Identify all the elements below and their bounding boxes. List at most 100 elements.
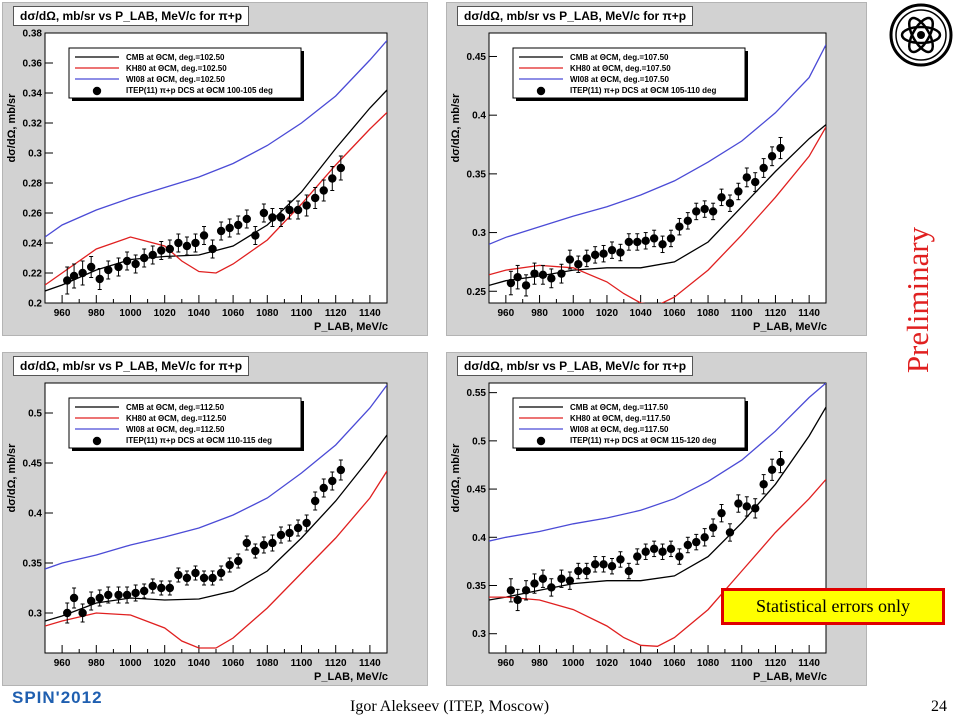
x-tick-label: 1020 [154, 658, 177, 669]
data-point [251, 231, 260, 240]
data-point [633, 237, 642, 247]
data-point [174, 570, 183, 580]
y-tick-label: 0.3 [28, 149, 42, 160]
data-point [759, 480, 768, 489]
data-point [683, 540, 693, 550]
y-tick-label: 0.55 [467, 388, 487, 399]
curve-cmb [45, 434, 387, 622]
plot-panel-2: 960 980 1000 1020 1040 1060 1080 1100 1120 1140 0.… [446, 2, 867, 336]
y-tick-label: 0.5 [28, 409, 42, 420]
data-point [165, 583, 175, 593]
data-point [268, 538, 277, 548]
data-point [624, 237, 634, 247]
data-point [776, 457, 785, 467]
x-tick-label: 1120 [325, 308, 347, 319]
x-tick-label: 980 [88, 308, 105, 319]
curve-wi08 [45, 40, 387, 238]
data-point [225, 560, 234, 570]
data-point [675, 222, 684, 231]
data-point [336, 465, 346, 475]
data-point [582, 566, 591, 576]
data-point [285, 205, 294, 215]
data-point [616, 555, 625, 564]
data-point [114, 262, 123, 272]
x-tick-label: 1140 [359, 658, 381, 669]
y-axis-label: dσ/dΩ, mb/sr [6, 93, 18, 163]
legend-swatch-points [536, 86, 546, 96]
data-point [633, 552, 642, 561]
data-point [174, 238, 183, 248]
data-point [139, 586, 149, 596]
y-tick-label: 0.2 [28, 299, 42, 310]
data-point [199, 573, 209, 583]
data-point [259, 208, 269, 218]
data-point [725, 199, 735, 208]
data-point [234, 220, 243, 230]
data-point [157, 583, 166, 593]
x-tick-label: 1060 [663, 658, 686, 669]
data-point [302, 201, 311, 210]
y-tick-label: 0.3 [28, 609, 42, 620]
x-tick-label: 1120 [765, 658, 787, 669]
legend-box [68, 397, 302, 449]
data-point [63, 276, 72, 285]
data-point [616, 248, 625, 257]
page-number: 24 [931, 698, 947, 715]
data-point [182, 573, 192, 583]
data-point [513, 595, 522, 605]
data-point [86, 262, 96, 272]
y-axis-label: dσ/dΩ, mb/sr [450, 443, 462, 513]
data-point [557, 574, 566, 583]
data-point [590, 250, 600, 260]
data-point [148, 250, 157, 260]
data-point [191, 568, 200, 578]
y-tick-label: 0.22 [23, 269, 43, 280]
data-point [122, 590, 132, 600]
data-point [157, 246, 166, 255]
data-point [675, 552, 684, 561]
y-tick-label: 0.28 [23, 179, 43, 190]
x-tick-label: 1080 [256, 308, 279, 319]
x-tick-label: 960 [498, 308, 515, 319]
data-point [599, 249, 608, 258]
data-point [506, 586, 516, 595]
x-tick-label: 960 [498, 658, 515, 669]
data-point [242, 214, 251, 224]
x-tick-label: 1040 [188, 658, 211, 669]
data-point [268, 213, 277, 222]
legend-entry: KH80 at ΘCM, deg.=107.50 [570, 64, 671, 73]
y-tick-label: 0.35 [23, 559, 43, 570]
itep-emblem-icon [889, 3, 953, 67]
legend-entry: KH80 at ΘCM, deg.=102.50 [126, 64, 227, 73]
x-tick-label: 1060 [663, 308, 686, 319]
legend-swatch-points [536, 436, 546, 446]
data-point [148, 581, 157, 591]
chart-svg-2: 960 980 1000 1020 1040 1060 1080 1100 1120 1140 0.… [450, 32, 827, 333]
data-point [122, 256, 132, 266]
data-point [276, 530, 286, 540]
data-point [767, 152, 777, 161]
data-point [216, 568, 226, 578]
x-tick-label: 1080 [697, 658, 720, 669]
legend-entry: ITEP(11) π+p DCS at ΘCM 110-115 deg [126, 436, 272, 445]
x-tick-label: 1040 [188, 308, 211, 319]
curve-kh80 [45, 470, 387, 649]
x-tick-label: 980 [531, 658, 548, 669]
plot-panel-1: 960 980 1000 1020 1040 1060 1080 1100 1120 1140 0.… [2, 2, 428, 336]
data-point [725, 528, 735, 537]
data-point [86, 596, 96, 606]
data-point [742, 502, 752, 511]
data-point [521, 281, 531, 290]
data-point [574, 566, 583, 576]
data-point [293, 205, 303, 215]
data-point [208, 244, 217, 254]
conference-brand: SPIN'2012 [12, 688, 103, 707]
legend-entry: CMB at ΘCM, deg.=102.50 [126, 53, 225, 62]
data-point [717, 508, 726, 518]
curve-wi08 [489, 383, 826, 542]
x-tick-label: 960 [54, 658, 71, 669]
x-tick-label: 1000 [562, 308, 585, 319]
data-point [302, 518, 311, 528]
data-point [276, 213, 286, 222]
data-point [104, 590, 113, 600]
